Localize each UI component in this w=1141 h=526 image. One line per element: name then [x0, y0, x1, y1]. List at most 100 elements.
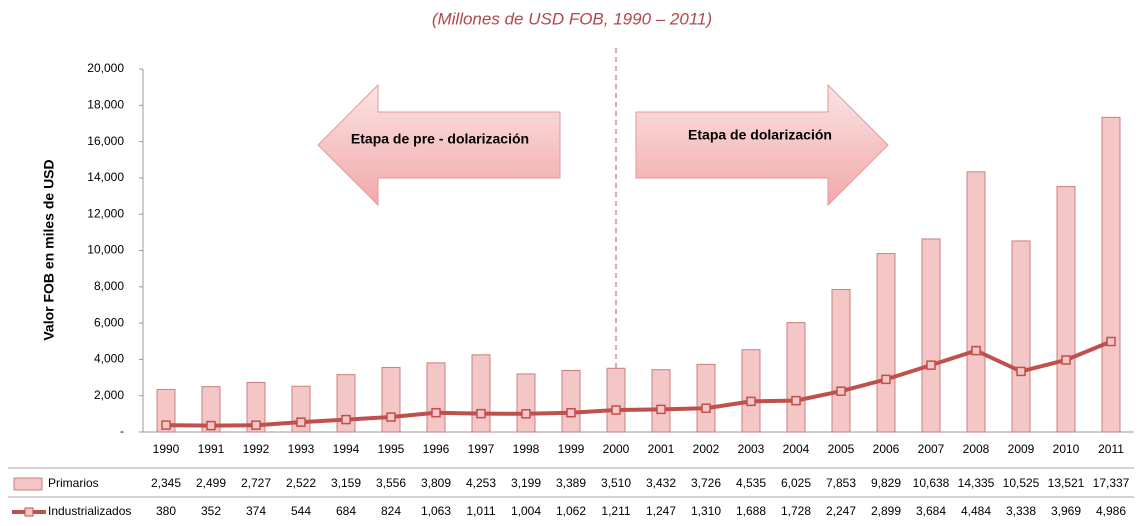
bar — [876, 253, 896, 433]
y-tick-label: 10,000 — [87, 243, 124, 257]
table-value: 1,063 — [421, 504, 451, 518]
x-tick-label: 2004 — [783, 442, 810, 456]
x-tick-label: 2009 — [1008, 442, 1035, 456]
table-value: 2,345 — [151, 476, 181, 490]
bar — [696, 363, 716, 433]
annotation: Etapa de pre - dolarización — [351, 131, 529, 147]
table-value: 1,211 — [601, 504, 630, 518]
marker — [836, 386, 846, 396]
x-tick-label: 2006 — [873, 442, 900, 456]
x-tick-label: 2010 — [1053, 442, 1080, 456]
table-value: 380 — [156, 504, 176, 518]
marker — [1016, 366, 1026, 377]
marker — [206, 420, 216, 431]
y-tick-label: 14,000 — [87, 170, 124, 184]
table-value: 1,247 — [646, 504, 676, 518]
bar — [966, 171, 986, 433]
table-value: 3,432 — [646, 476, 676, 490]
marker — [746, 396, 756, 407]
marker — [926, 360, 936, 370]
legend-label: Industrializados — [48, 504, 131, 518]
x-tick-label: 2000 — [603, 442, 630, 456]
x-tick-label: 1999 — [558, 442, 585, 456]
marker — [1106, 336, 1116, 347]
table-value: 824 — [381, 504, 401, 518]
arrow-left — [317, 83, 561, 207]
x-tick-label: 1990 — [153, 442, 180, 456]
bar — [1056, 186, 1076, 433]
marker — [791, 395, 801, 406]
table-value: 13,521 — [1048, 476, 1085, 490]
marker — [521, 409, 531, 419]
table-value: 3,726 — [691, 476, 721, 490]
marker — [971, 345, 981, 356]
marker — [251, 420, 261, 430]
marker — [701, 403, 711, 413]
table-value: 3,199 — [511, 476, 541, 490]
table-value: 3,510 — [601, 476, 631, 490]
table-value: 10,638 — [913, 476, 950, 490]
y-tick-label: 2,000 — [94, 388, 124, 402]
marker — [431, 407, 441, 418]
x-tick-label: 2002 — [693, 442, 720, 456]
table-value: 1,011 — [466, 504, 495, 518]
table-value: 3,556 — [376, 476, 406, 490]
bar — [741, 349, 761, 433]
table-value: 3,338 — [1006, 504, 1036, 518]
y-tick-label: 6,000 — [94, 315, 124, 329]
x-tick-label: 1995 — [378, 442, 405, 456]
bar — [1011, 240, 1031, 433]
bar — [381, 366, 401, 433]
bar — [831, 288, 851, 433]
table-value: 374 — [246, 504, 266, 518]
x-tick-label: 1994 — [333, 442, 360, 456]
table-value: 4,253 — [466, 476, 496, 490]
marker — [1061, 355, 1071, 365]
bar — [606, 367, 626, 433]
bar — [786, 322, 806, 433]
x-tick-label: 1998 — [513, 442, 540, 456]
table-value: 544 — [291, 504, 311, 518]
table-value: 4,535 — [736, 476, 766, 490]
marker — [341, 414, 351, 425]
x-tick-label: 2011 — [1098, 442, 1124, 456]
bar — [246, 382, 266, 433]
table-value: 4,484 — [961, 504, 991, 518]
legend-swatch — [13, 477, 43, 491]
table-value: 1,310 — [691, 504, 721, 518]
table-value: 4,986 — [1096, 504, 1126, 518]
bar — [1101, 116, 1121, 433]
marker — [161, 420, 171, 430]
y-tick-label: 16,000 — [87, 134, 124, 148]
table-value: 6,025 — [781, 476, 811, 490]
y-tick-label: 18,000 — [87, 97, 124, 111]
chart-title: (Millones de USD FOB, 1990 – 2011) — [432, 9, 712, 28]
table-value: 10,525 — [1003, 476, 1040, 490]
bar — [471, 354, 491, 433]
table-value: 352 — [201, 504, 221, 518]
x-tick-label: 1996 — [423, 442, 450, 456]
annotation: Etapa de dolarización — [688, 127, 832, 143]
x-tick-label: 1991 — [198, 442, 225, 456]
table-value: 1,004 — [511, 504, 541, 518]
marker — [566, 407, 576, 418]
table-value: 684 — [336, 504, 356, 518]
x-tick-label: 1993 — [288, 442, 315, 456]
x-tick-label: 2007 — [918, 442, 945, 456]
y-tick-label: 20,000 — [87, 61, 124, 75]
y-tick-label: 12,000 — [87, 206, 124, 220]
y-tick-label: 4,000 — [94, 352, 124, 366]
bar — [516, 373, 536, 433]
table-value: 14,335 — [958, 476, 995, 490]
y-tick-label: 8,000 — [94, 279, 124, 293]
y-tick-label: - — [120, 424, 124, 438]
bar — [201, 386, 221, 433]
x-tick-label: 2008 — [963, 442, 990, 456]
bar — [426, 362, 446, 433]
table-value: 2,899 — [871, 504, 901, 518]
bar — [921, 238, 941, 433]
x-tick-label: 1997 — [468, 442, 495, 456]
table-value: 3,389 — [556, 476, 586, 490]
table-value: 2,522 — [286, 476, 316, 490]
x-tick-label: 2005 — [828, 442, 855, 456]
